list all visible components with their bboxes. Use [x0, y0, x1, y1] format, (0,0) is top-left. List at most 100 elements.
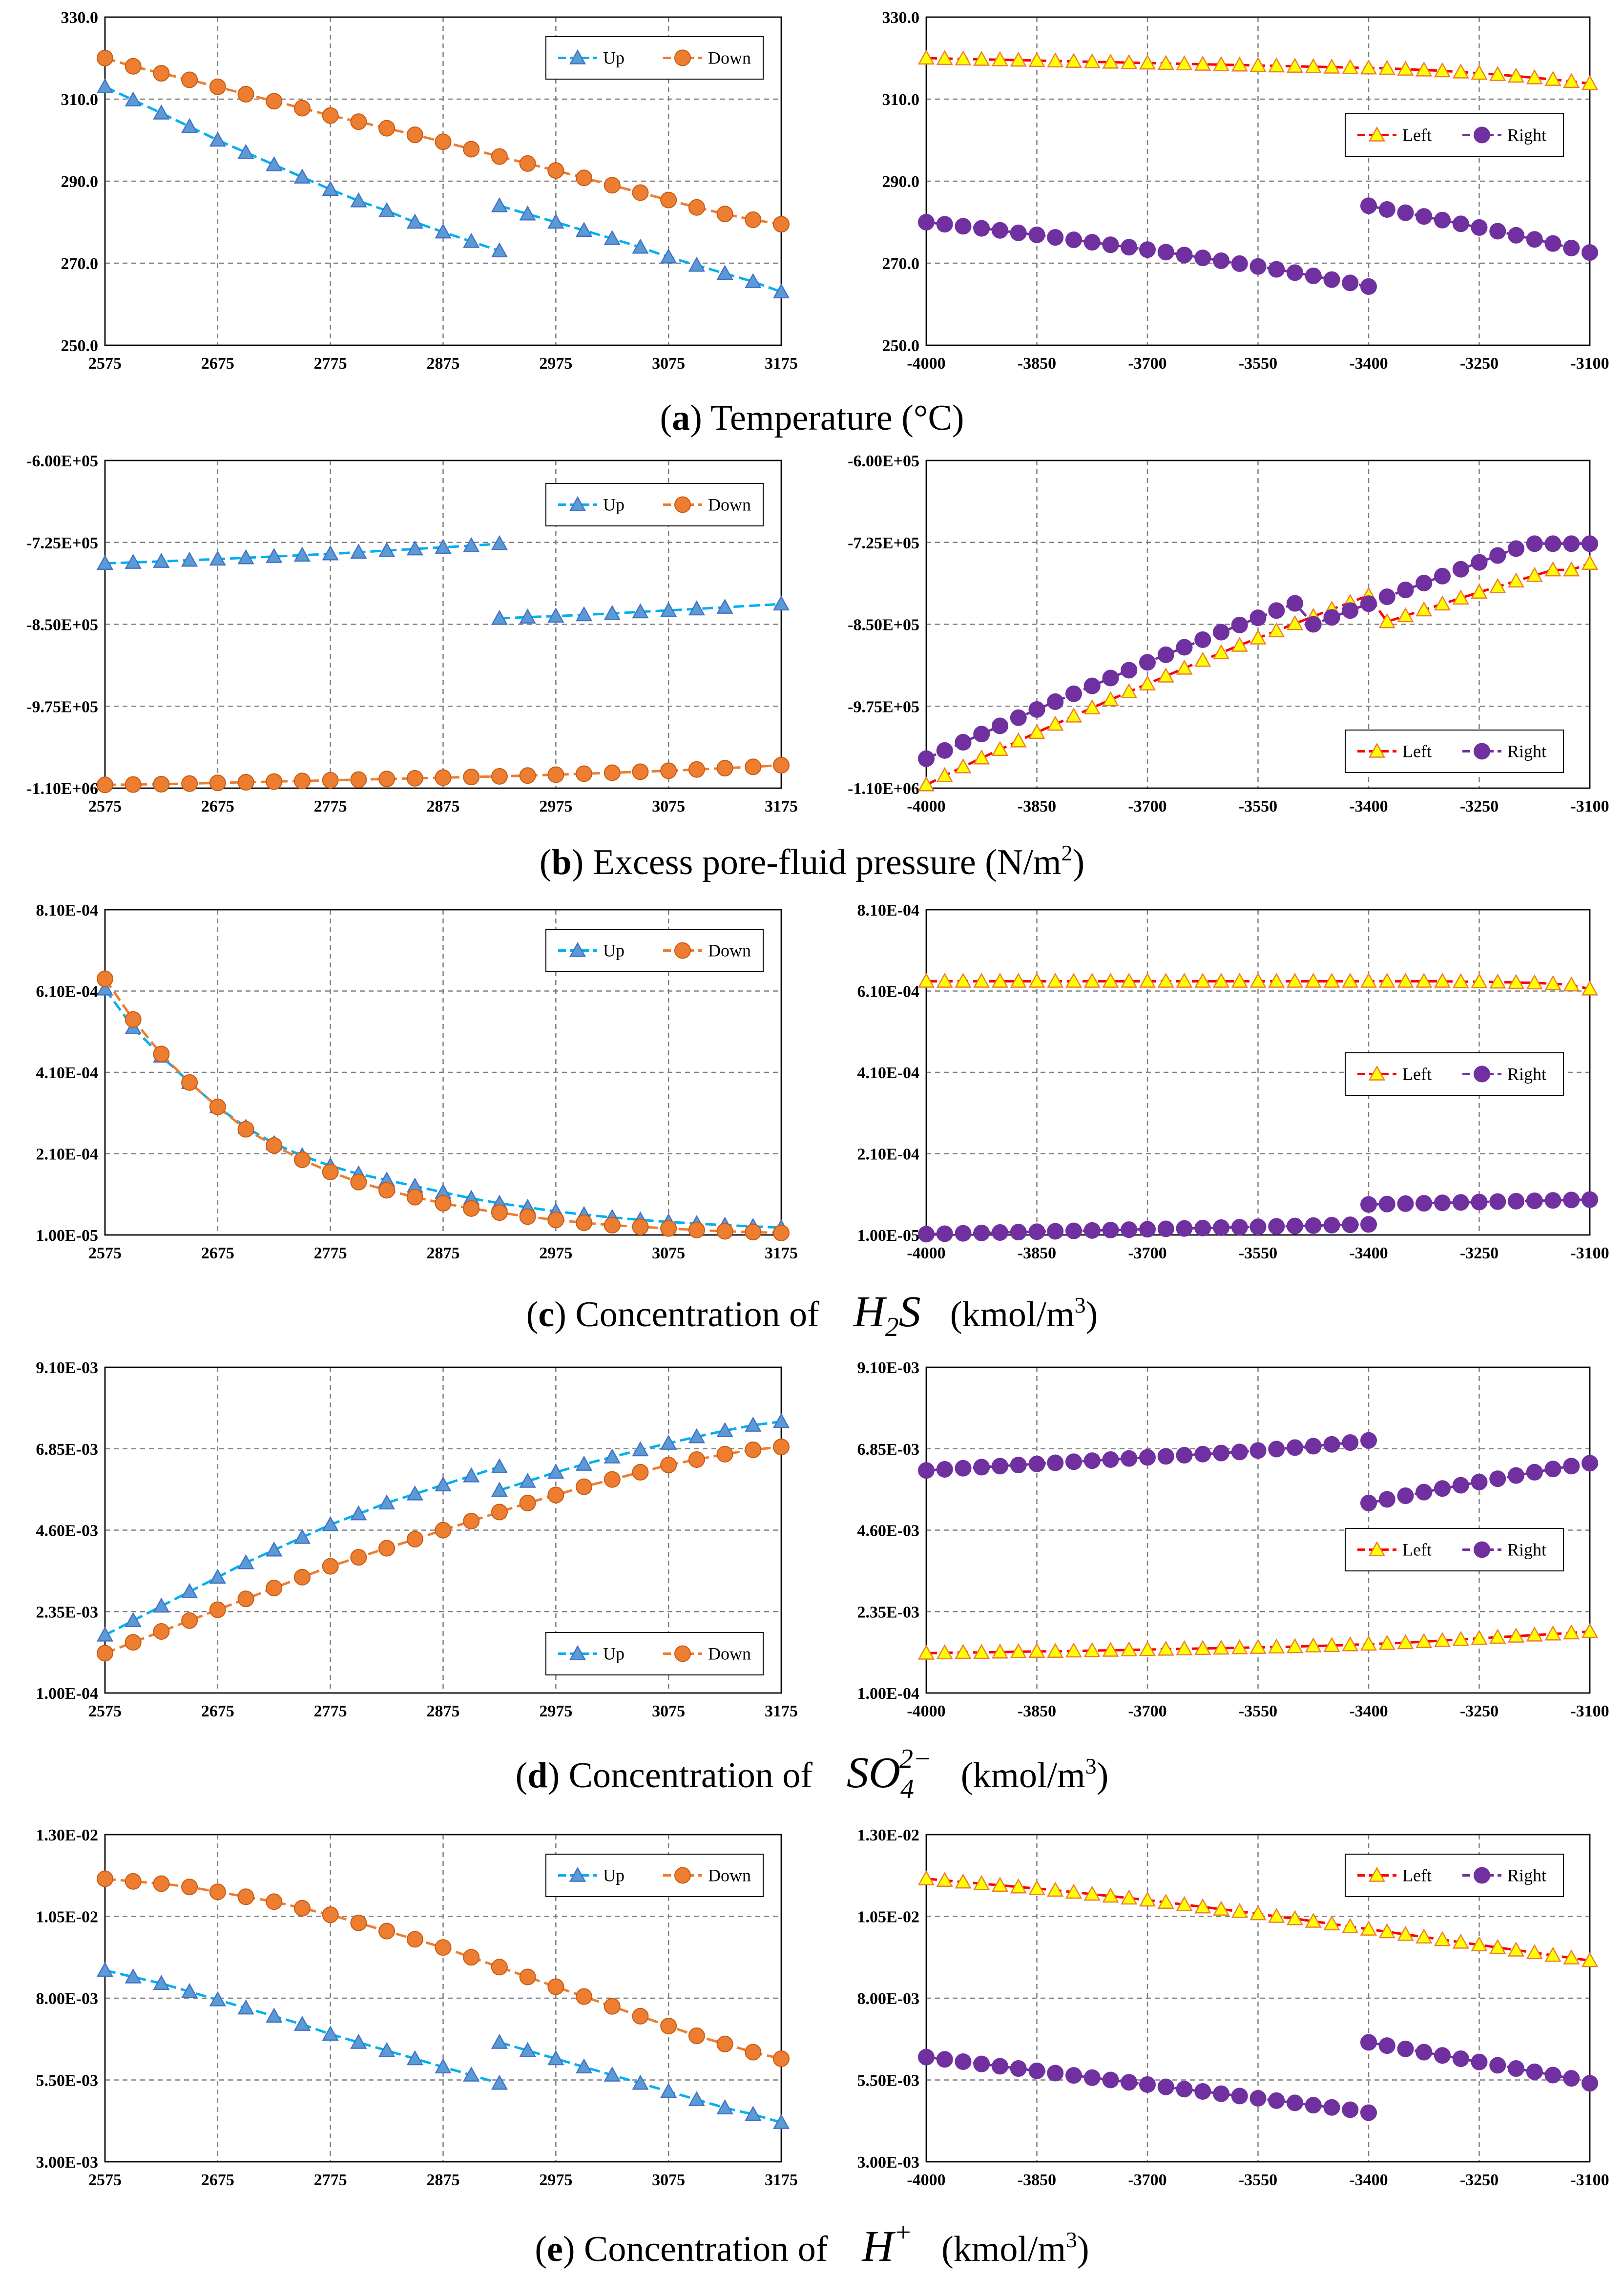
- data-point: [745, 1441, 762, 1458]
- data-point: [1176, 247, 1193, 264]
- data-point: [1121, 2074, 1138, 2091]
- data-point: [1028, 52, 1045, 67]
- data-point: [604, 1998, 621, 2015]
- data-point: [519, 2042, 536, 2057]
- data-point: [1342, 274, 1359, 292]
- data-point: [1194, 2083, 1211, 2100]
- data-point: [1489, 1193, 1506, 1210]
- legend-label: Down: [708, 1866, 751, 1885]
- data-point: [125, 1968, 142, 1984]
- data-point: [1286, 615, 1304, 630]
- data-point: [153, 1045, 170, 1063]
- data-point: [1452, 63, 1469, 79]
- data-point: [153, 1875, 170, 1892]
- y-tick-label: 9.10E-03: [36, 1359, 99, 1377]
- data-point: [1563, 2070, 1580, 2087]
- data-point: [1102, 1222, 1119, 1239]
- data-point: [435, 2058, 452, 2073]
- x-tick-label: 3075: [652, 2171, 685, 2189]
- data-point: [1489, 1939, 1506, 1954]
- y-tick-label: 4.10E-04: [36, 1064, 99, 1082]
- data-point: [1028, 972, 1045, 988]
- legend-marker: [1474, 1541, 1490, 1558]
- data-point: [973, 726, 990, 743]
- data-point: [1231, 1443, 1248, 1461]
- series-up: [96, 1962, 790, 2129]
- y-tick-label: 310.0: [61, 91, 99, 109]
- y-tick-label: 1.00E-05: [857, 1227, 920, 1245]
- caption-e: (e) Concentration of H+ (kmol/m3): [535, 2217, 1089, 2271]
- data-point: [1507, 67, 1525, 83]
- data-point: [936, 1644, 953, 1659]
- data-point: [1582, 1191, 1598, 1208]
- data-point: [378, 1182, 396, 1199]
- data-point: [350, 113, 367, 130]
- data-point: [773, 216, 790, 233]
- x-tick-label: -3100: [1570, 797, 1609, 815]
- data-point: [96, 1626, 114, 1642]
- chart-a-left: 2575 2675 2775 2875 2975 3075 3175 250.0 270.0 29…: [61, 9, 798, 373]
- legend-marker: [1474, 1066, 1490, 1083]
- data-point: [1397, 1195, 1414, 1212]
- data-point: [973, 1224, 990, 1241]
- legend-marker: [569, 1645, 586, 1660]
- data-point: [1581, 980, 1599, 996]
- data-point: [378, 1923, 396, 1940]
- data-point: [1544, 2067, 1562, 2084]
- data-point: [491, 1204, 508, 1221]
- data-point: [1083, 699, 1101, 714]
- data-point: [1249, 1905, 1267, 1921]
- data-point: [745, 273, 762, 289]
- y-tick-label: 2.35E-03: [857, 1603, 920, 1621]
- y-tick-label: 5.50E-03: [857, 2072, 920, 2090]
- x-tick-label: 2975: [539, 2171, 572, 2189]
- data-point: [1544, 1192, 1562, 1209]
- y-tick-label: 1.30E-02: [36, 1826, 99, 1844]
- data-point: [1139, 1641, 1156, 1656]
- data-point: [973, 220, 990, 237]
- data-point: [1581, 1952, 1599, 1967]
- data-point: [350, 192, 367, 208]
- series-right: [918, 197, 1598, 295]
- data-point: [1287, 2094, 1303, 2111]
- data-point: [1194, 651, 1211, 667]
- data-point: [1157, 972, 1174, 988]
- x-tick-label: -3250: [1460, 797, 1499, 815]
- data-point: [1526, 1626, 1543, 1642]
- data-point: [1434, 1631, 1451, 1647]
- data-point: [463, 1467, 480, 1483]
- x-tick-label: -3700: [1128, 797, 1166, 815]
- data-point: [1102, 1641, 1119, 1657]
- legend-label: Down: [708, 48, 751, 68]
- data-point: [1268, 261, 1285, 278]
- data-point: [1416, 601, 1433, 617]
- data-point: [1489, 1470, 1506, 1487]
- data-point: [1563, 1624, 1580, 1640]
- legend-marker: [1368, 1065, 1386, 1081]
- y-tick-label: 290.0: [882, 173, 920, 191]
- data-point: [1102, 2071, 1119, 2089]
- data-point: [1102, 972, 1119, 988]
- legend-label: Right: [1507, 1540, 1546, 1560]
- y-tick-label: 1.05E-02: [36, 1908, 99, 1926]
- data-point: [1194, 56, 1211, 71]
- data-point: [322, 1906, 339, 1923]
- data-point: [463, 769, 480, 786]
- data-point: [1231, 56, 1248, 72]
- data-point: [153, 104, 170, 120]
- data-point: [1194, 631, 1211, 648]
- y-tick-label: 250.0: [882, 337, 920, 355]
- data-point: [1563, 239, 1580, 256]
- data-point: [576, 1988, 593, 2005]
- legend-label: Down: [708, 495, 751, 515]
- data-point: [955, 2053, 972, 2070]
- data-point: [1323, 1915, 1340, 1931]
- data-point: [547, 1463, 564, 1479]
- data-point: [97, 50, 113, 66]
- data-point: [1139, 1891, 1156, 1907]
- data-point: [1526, 1192, 1543, 1210]
- series-right: [918, 1432, 1598, 1511]
- data-point: [1287, 595, 1303, 612]
- data-point: [1194, 1219, 1211, 1236]
- data-point: [435, 1522, 452, 1539]
